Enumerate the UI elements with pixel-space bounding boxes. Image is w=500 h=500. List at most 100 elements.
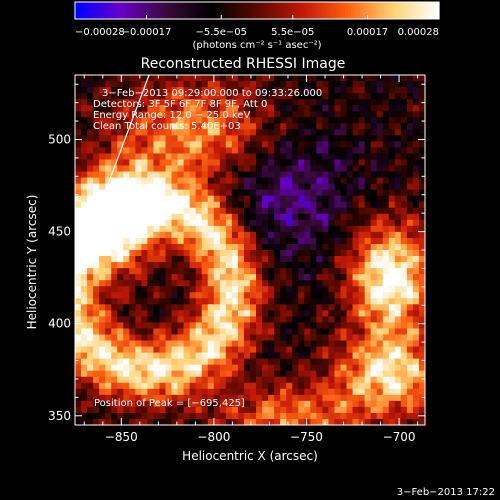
heatmap-cell [358,256,366,263]
heatmap-cell [412,286,420,293]
heatmap-cell [219,111,227,118]
heatmap-cell [219,189,227,197]
heatmap-cell [207,370,215,378]
heatmap-cell [418,75,425,82]
heatmap-cell [328,406,335,414]
heatmap-cell [141,310,148,317]
heatmap-cell [219,364,227,372]
heatmap-cell [388,418,396,425]
heatmap-cell [328,400,335,408]
heatmap-cell [165,237,173,245]
heatmap-cell [165,111,173,118]
heatmap-cell [75,274,82,281]
heatmap-cell [364,183,372,191]
heatmap-cell [171,250,179,257]
heatmap-cell [376,183,384,191]
heatmap-cell [394,382,402,390]
heatmap-cell [237,418,245,425]
heatmap-cell [292,346,299,354]
heatmap-cell [268,394,275,402]
heatmap-cell [274,117,281,124]
heatmap-cell [328,310,335,317]
heatmap-cell [225,262,233,269]
heatmap-cell [310,135,317,142]
heatmap-cell [316,346,323,354]
heatmap-cell [256,262,263,269]
heatmap-cell [346,159,354,167]
heatmap-cell [286,280,293,287]
heatmap-cell [340,189,348,197]
heatmap-cell [171,322,179,329]
heatmap-cell [189,81,197,88]
heatmap-cell [171,75,179,82]
heatmap-cell [111,274,118,281]
heatmap-cell [328,111,335,118]
heatmap-cell [418,105,425,112]
heatmap-cell [334,237,342,245]
heatmap-cell [418,376,425,384]
heatmap-cell [243,237,251,245]
heatmap-cell [117,406,124,414]
heatmap-cell [256,231,263,239]
heatmap-cell [225,159,233,167]
heatmap-cell [388,105,396,112]
heatmap-cell [418,129,425,136]
heatmap-cell [165,135,173,142]
heatmap-cell [418,219,425,227]
heatmap-cell [286,274,293,281]
heatmap-cell [141,99,148,106]
heatmap-cell [93,256,100,263]
heatmap-cell [147,256,154,263]
heatmap-cell [99,400,106,408]
heatmap-cell [358,394,366,402]
heatmap-cell [358,105,366,112]
heatmap-cell [334,256,342,263]
heatmap-cell [364,400,372,408]
heatmap-cell [250,147,257,154]
heatmap-cell [147,298,154,305]
heatmap-cell [201,93,209,100]
heatmap-cell [177,400,185,408]
heatmap-cell [141,262,148,269]
heatmap-cell [388,87,396,94]
heatmap-cell [147,231,154,239]
heatmap-cell [159,352,167,360]
heatmap-cell [382,412,390,420]
heatmap-cell [322,256,329,263]
heatmap-cell [177,346,185,354]
heatmap-cell [280,256,287,263]
heatmap-cell [81,177,88,185]
heatmap-cell [141,189,148,197]
heatmap-cell [207,225,215,233]
x-axis-label: Heliocentric X (arcsec) [182,449,318,463]
heatmap-cell [298,225,305,233]
heatmap-cell [93,87,100,94]
heatmap-cell [286,243,293,251]
heatmap-cell [141,207,148,215]
heatmap-cell [135,225,142,233]
heatmap-cell [268,358,275,366]
heatmap-cell [286,340,293,348]
heatmap-cell [310,406,317,414]
heatmap-cell [334,250,342,257]
heatmap-cell [117,286,124,293]
colorbar-cell [405,2,410,19]
heatmap-cell [183,195,191,203]
heatmap-cell [262,219,269,227]
heatmap-cell [201,346,209,354]
heatmap-cell [358,334,366,342]
heatmap-cell [388,346,396,354]
heatmap-cell [159,382,167,390]
heatmap-cell [310,141,317,148]
heatmap-cell [292,394,299,402]
heatmap-cell [256,237,263,245]
heatmap-cell [280,135,287,142]
heatmap-cell [262,310,269,317]
heatmap-cell [322,195,329,203]
heatmap-cell [135,334,142,342]
heatmap-cell [352,165,360,173]
heatmap-cell [219,75,227,82]
heatmap-cell [256,394,263,402]
heatmap-cell [231,364,239,372]
heatmap-cell [123,274,130,281]
